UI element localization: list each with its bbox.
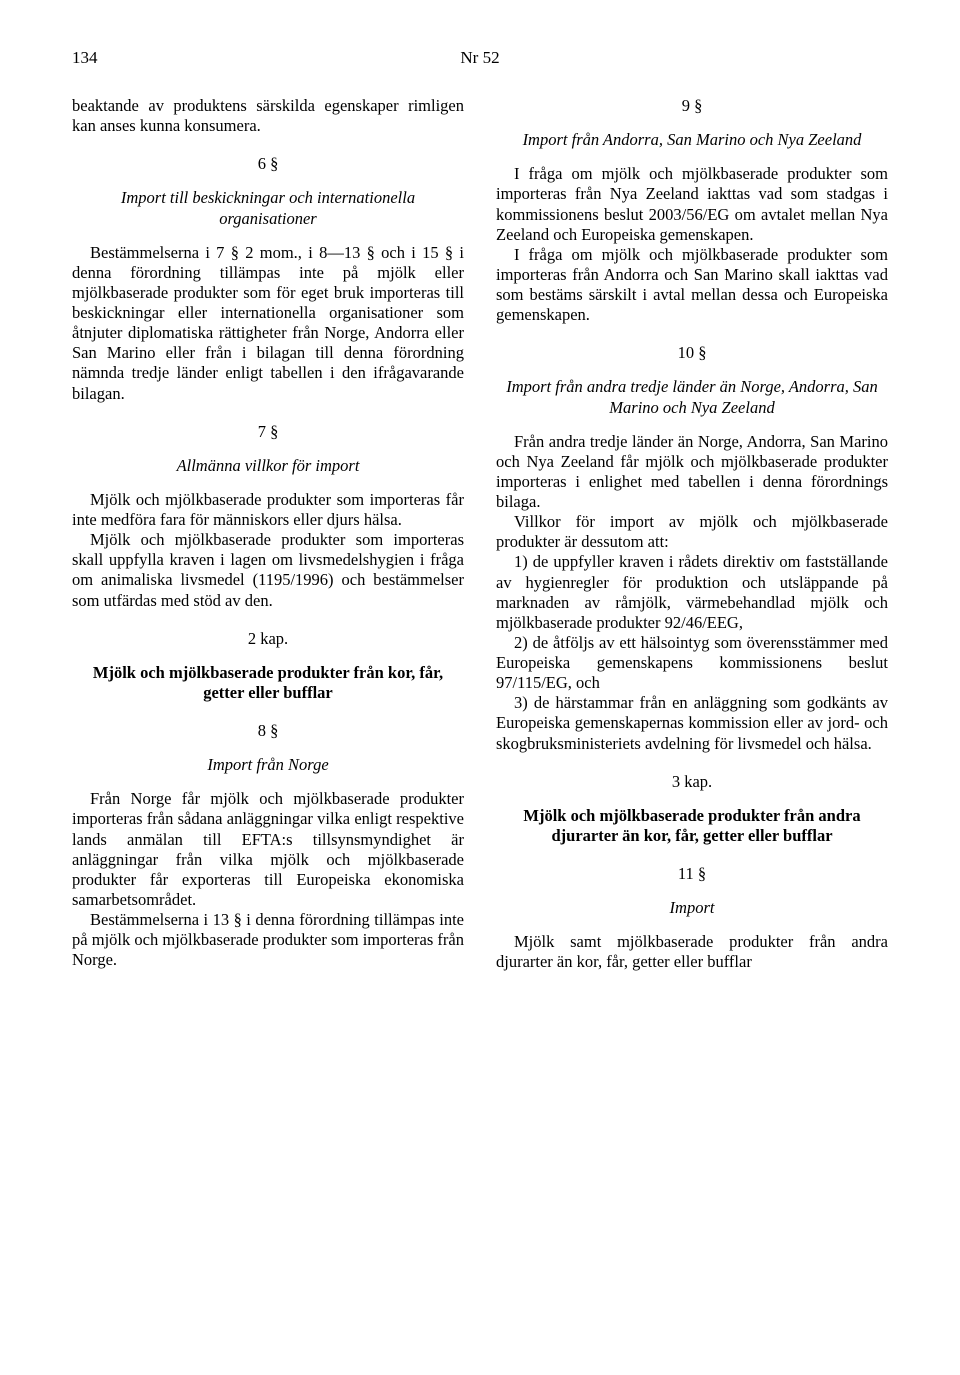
paragraph: 1) de uppfyller kraven i rådets direktiv… xyxy=(496,552,888,633)
section-title: Import till beskickningar och internatio… xyxy=(72,188,464,228)
section-title: Import xyxy=(496,898,888,918)
paragraph: I fråga om mjölk och mjölkbaserade produ… xyxy=(496,245,888,326)
section-number: 10 § xyxy=(496,343,888,363)
paragraph: 2) de åtföljs av ett hälsointyg som över… xyxy=(496,633,888,693)
paragraph: Mjölk samt mjölkbaserade produkter från … xyxy=(496,932,888,972)
page-header: 134 Nr 52 xyxy=(72,48,888,68)
chapter-title: Mjölk och mjölkbaserade produkter från k… xyxy=(72,663,464,703)
paragraph: Bestämmelserna i 7 § 2 mom., i 8—13 § oc… xyxy=(72,243,464,404)
paragraph: Mjölk och mjölkbaserade produkter som im… xyxy=(72,530,464,611)
section-number: 9 § xyxy=(496,96,888,116)
chapter-title: Mjölk och mjölkbaserade produkter från a… xyxy=(496,806,888,846)
document-number: Nr 52 xyxy=(460,48,499,68)
right-column: 9 § Import från Andorra, San Marino och … xyxy=(496,96,888,973)
section-title: Import från andra tredje länder än Norge… xyxy=(496,377,888,417)
chapter-number: 2 kap. xyxy=(72,629,464,649)
page-number: 134 xyxy=(72,48,98,68)
two-column-layout: beaktande av produktens särskilda egensk… xyxy=(72,96,888,973)
paragraph: Villkor för import av mjölk och mjölkbas… xyxy=(496,512,888,552)
section-number: 7 § xyxy=(72,422,464,442)
section-title: Import från Norge xyxy=(72,755,464,775)
section-number: 11 § xyxy=(496,864,888,884)
paragraph: Från Norge får mjölk och mjölkbaserade p… xyxy=(72,789,464,910)
left-column: beaktande av produktens särskilda egensk… xyxy=(72,96,464,973)
section-title: Import från Andorra, San Marino och Nya … xyxy=(496,130,888,150)
section-number: 8 § xyxy=(72,721,464,741)
section-number: 6 § xyxy=(72,154,464,174)
paragraph: Mjölk och mjölkbaserade produkter som im… xyxy=(72,490,464,530)
paragraph: beaktande av produktens särskilda egensk… xyxy=(72,96,464,136)
section-title: Allmänna villkor för import xyxy=(72,456,464,476)
paragraph: Bestämmelserna i 13 § i denna förordning… xyxy=(72,910,464,970)
paragraph: Från andra tredje länder än Norge, Andor… xyxy=(496,432,888,513)
paragraph: I fråga om mjölk och mjölkbaserade produ… xyxy=(496,164,888,245)
chapter-number: 3 kap. xyxy=(496,772,888,792)
paragraph: 3) de härstammar från en anläggning som … xyxy=(496,693,888,753)
